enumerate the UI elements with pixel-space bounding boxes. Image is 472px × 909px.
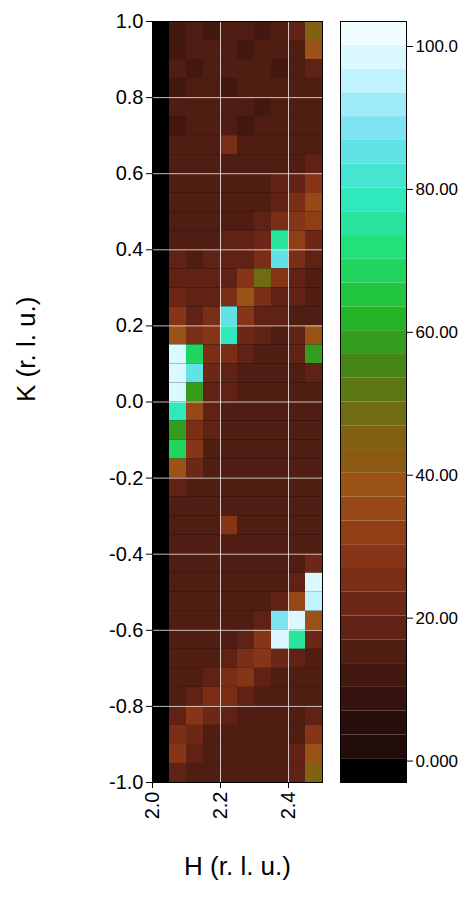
svg-text:-0.4: -0.4	[109, 543, 143, 565]
svg-text:-0.2: -0.2	[109, 467, 143, 489]
svg-text:2.4: 2.4	[277, 792, 299, 820]
svg-text:0.2: 0.2	[116, 314, 144, 336]
svg-text:20.00: 20.00	[416, 609, 459, 628]
svg-text:0.0: 0.0	[116, 390, 144, 412]
svg-text:100.0: 100.0	[416, 37, 459, 56]
svg-text:H (r. l. u.): H (r. l. u.)	[184, 851, 291, 881]
svg-text:0.4: 0.4	[116, 238, 144, 260]
svg-text:-0.6: -0.6	[109, 619, 143, 641]
svg-text:0.8: 0.8	[116, 86, 144, 108]
svg-text:-0.8: -0.8	[109, 695, 143, 717]
svg-text:60.00: 60.00	[416, 323, 459, 342]
svg-text:0.000: 0.000	[416, 752, 459, 771]
svg-text:2.0: 2.0	[141, 792, 163, 820]
svg-text:80.00: 80.00	[416, 180, 459, 199]
svg-text:-1.0: -1.0	[109, 771, 143, 793]
svg-text:40.00: 40.00	[416, 466, 459, 485]
svg-text:1.0: 1.0	[116, 10, 144, 32]
svg-text:2.2: 2.2	[209, 792, 231, 820]
svg-text:K (r. l. u.): K (r. l. u.)	[11, 297, 41, 402]
svg-text:0.6: 0.6	[116, 162, 144, 184]
